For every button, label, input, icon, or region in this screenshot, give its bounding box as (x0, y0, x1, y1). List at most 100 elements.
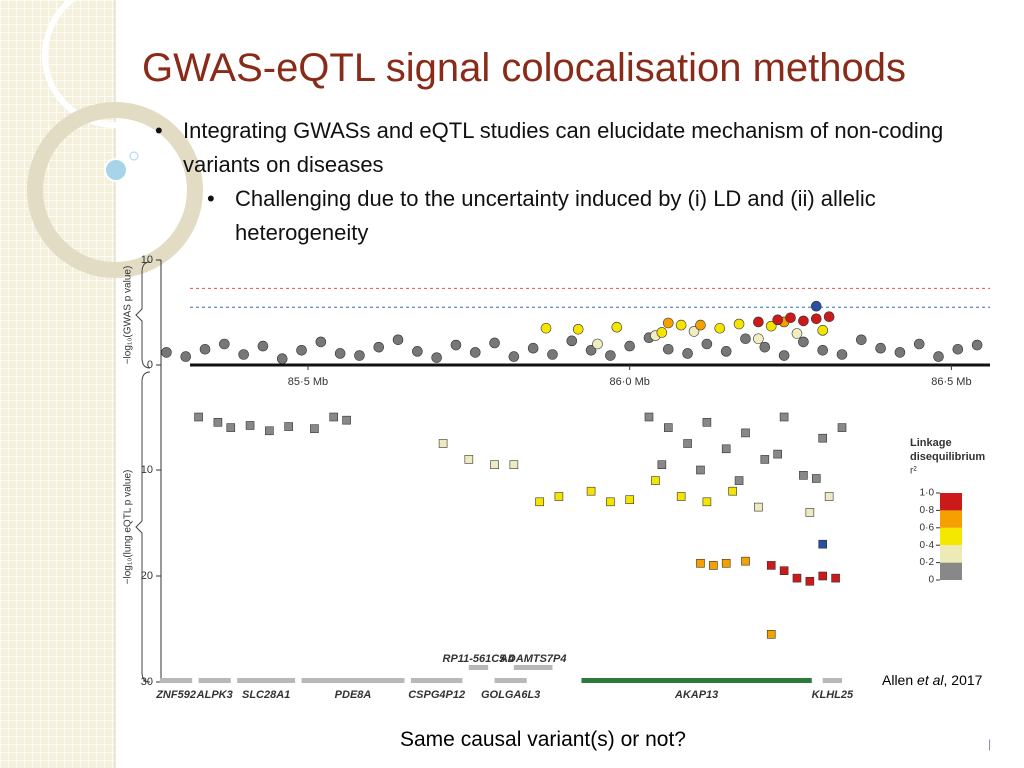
point (592, 338, 603, 350)
point (656, 327, 668, 338)
point (662, 343, 674, 355)
point (606, 497, 615, 507)
point (508, 351, 520, 362)
point (971, 339, 983, 351)
point (644, 412, 654, 422)
legend-tick-label: 0·6 (920, 522, 935, 533)
question: Same causal variant(s) or not? (400, 728, 686, 751)
gene-label: GOLGA6L3 (481, 689, 540, 701)
point (438, 439, 448, 448)
point (818, 571, 828, 581)
point (818, 539, 828, 549)
point (875, 342, 886, 354)
point (913, 338, 925, 350)
point (586, 486, 596, 496)
point (714, 322, 726, 334)
y-tick-label: 30 (141, 676, 153, 688)
y-tick-label: 10 (141, 464, 153, 476)
bullet: Integrating GWASs and eQTL studies can e… (155, 114, 963, 182)
point (765, 320, 777, 332)
y-tick-label: 20 (141, 570, 153, 582)
point (605, 350, 616, 361)
point (310, 424, 319, 433)
legend-subtitle: r² (910, 466, 917, 477)
citation-text: , 2017 (943, 672, 983, 688)
point (810, 313, 822, 325)
point (566, 335, 578, 347)
legend-tick-label: 1·0 (920, 488, 935, 499)
gene-bar (494, 678, 527, 683)
point (354, 350, 365, 361)
point (696, 558, 705, 568)
y-tick-label: 0 (147, 359, 153, 371)
point (791, 328, 803, 339)
point (284, 422, 293, 431)
point (894, 347, 906, 358)
legend-tick-label: 0·8 (920, 505, 935, 516)
point (824, 492, 834, 501)
point (535, 497, 544, 507)
legend-swatch (940, 562, 962, 580)
point (683, 439, 692, 448)
point (778, 350, 790, 361)
point (161, 347, 172, 358)
citation-text: et al (917, 672, 944, 688)
point (334, 348, 346, 359)
gene-bar (237, 678, 296, 683)
legend-swatch (940, 493, 962, 511)
point (676, 492, 686, 501)
citation: Allen et al, 2017 (882, 672, 982, 688)
point (805, 508, 815, 517)
point (836, 349, 848, 360)
page-mark: | (988, 737, 991, 751)
point (773, 449, 782, 459)
point (766, 561, 776, 570)
gene-label: RP11-561C5.4 (443, 653, 515, 665)
point (554, 492, 564, 501)
point (180, 351, 192, 362)
point (740, 333, 751, 345)
gene-bar (410, 678, 463, 683)
point (412, 346, 423, 357)
legend-tick-label: 0·4 (920, 540, 935, 551)
point (695, 319, 706, 331)
point (219, 338, 230, 350)
point (547, 349, 558, 360)
point (663, 423, 673, 432)
x-tick-label: 86·0 Mb (610, 376, 650, 388)
point (213, 417, 223, 427)
x-tick-label: 86·5 Mb (931, 376, 971, 388)
legend-title: disequilibrium (910, 451, 985, 463)
legend-swatch (940, 510, 962, 528)
legend-title: Linkage (910, 437, 952, 449)
point (779, 412, 789, 422)
point (265, 426, 274, 436)
point (675, 319, 687, 331)
point (329, 412, 339, 422)
point (296, 344, 307, 356)
gene-bar (581, 678, 812, 683)
gene-label: PDE8A (335, 689, 372, 701)
x-tick-label: 85·5 Mb (288, 376, 328, 388)
point (688, 326, 700, 337)
point (709, 561, 718, 570)
point (489, 337, 500, 349)
point (728, 486, 737, 496)
point (798, 336, 809, 348)
gene-label: KLHL25 (812, 689, 854, 701)
point (754, 502, 763, 512)
point (276, 353, 288, 365)
legend-swatch (940, 527, 962, 546)
point (315, 336, 327, 348)
point (721, 444, 731, 454)
gene-bar (301, 678, 405, 683)
gene-bar (160, 678, 193, 683)
point (753, 316, 764, 328)
gene-label: SLC28A1 (242, 689, 290, 701)
point (701, 338, 713, 350)
point (392, 334, 404, 346)
point (837, 423, 847, 432)
bullets: Integrating GWASs and eQTL studies can e… (155, 114, 963, 182)
point (831, 573, 840, 583)
